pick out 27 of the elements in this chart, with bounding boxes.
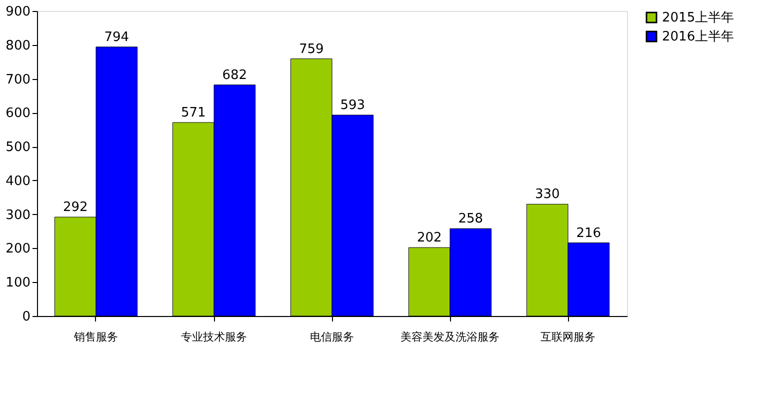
y-tick-label: 400 xyxy=(6,174,30,189)
x-tick-label: 专业技术服务 xyxy=(181,330,247,344)
data-label: 682 xyxy=(222,68,248,83)
y-tick-label: 100 xyxy=(6,276,30,291)
x-tick-label: 电信服务 xyxy=(310,330,354,344)
data-label: 292 xyxy=(62,200,88,216)
y-tick-label: 600 xyxy=(6,106,30,122)
data-label: 216 xyxy=(576,226,602,241)
data-label: 759 xyxy=(298,42,324,57)
x-tick-label: 销售服务 xyxy=(73,330,118,344)
y-tick-label: 0 xyxy=(22,310,30,324)
y-tick-label: 800 xyxy=(6,38,30,54)
y-tick-label: 200 xyxy=(6,242,30,257)
legend-label: 2015上半年 xyxy=(662,10,734,26)
y-tick-label: 900 xyxy=(6,4,30,20)
x-tick-label: 互联网服务 xyxy=(540,330,596,344)
data-label: 593 xyxy=(340,98,366,114)
y-tick-label: 700 xyxy=(6,72,30,88)
data-label: 258 xyxy=(458,212,484,227)
data-label: 571 xyxy=(180,105,206,120)
data-label: 794 xyxy=(104,30,130,45)
data-label: 330 xyxy=(534,187,560,202)
y-tick-label: 300 xyxy=(6,208,30,223)
legend-label: 2016上半年 xyxy=(662,30,734,44)
y-tick-label: 500 xyxy=(6,140,30,156)
data-label: 202 xyxy=(416,230,442,246)
x-tick-label: 美容美发及洗浴服务 xyxy=(400,330,500,344)
